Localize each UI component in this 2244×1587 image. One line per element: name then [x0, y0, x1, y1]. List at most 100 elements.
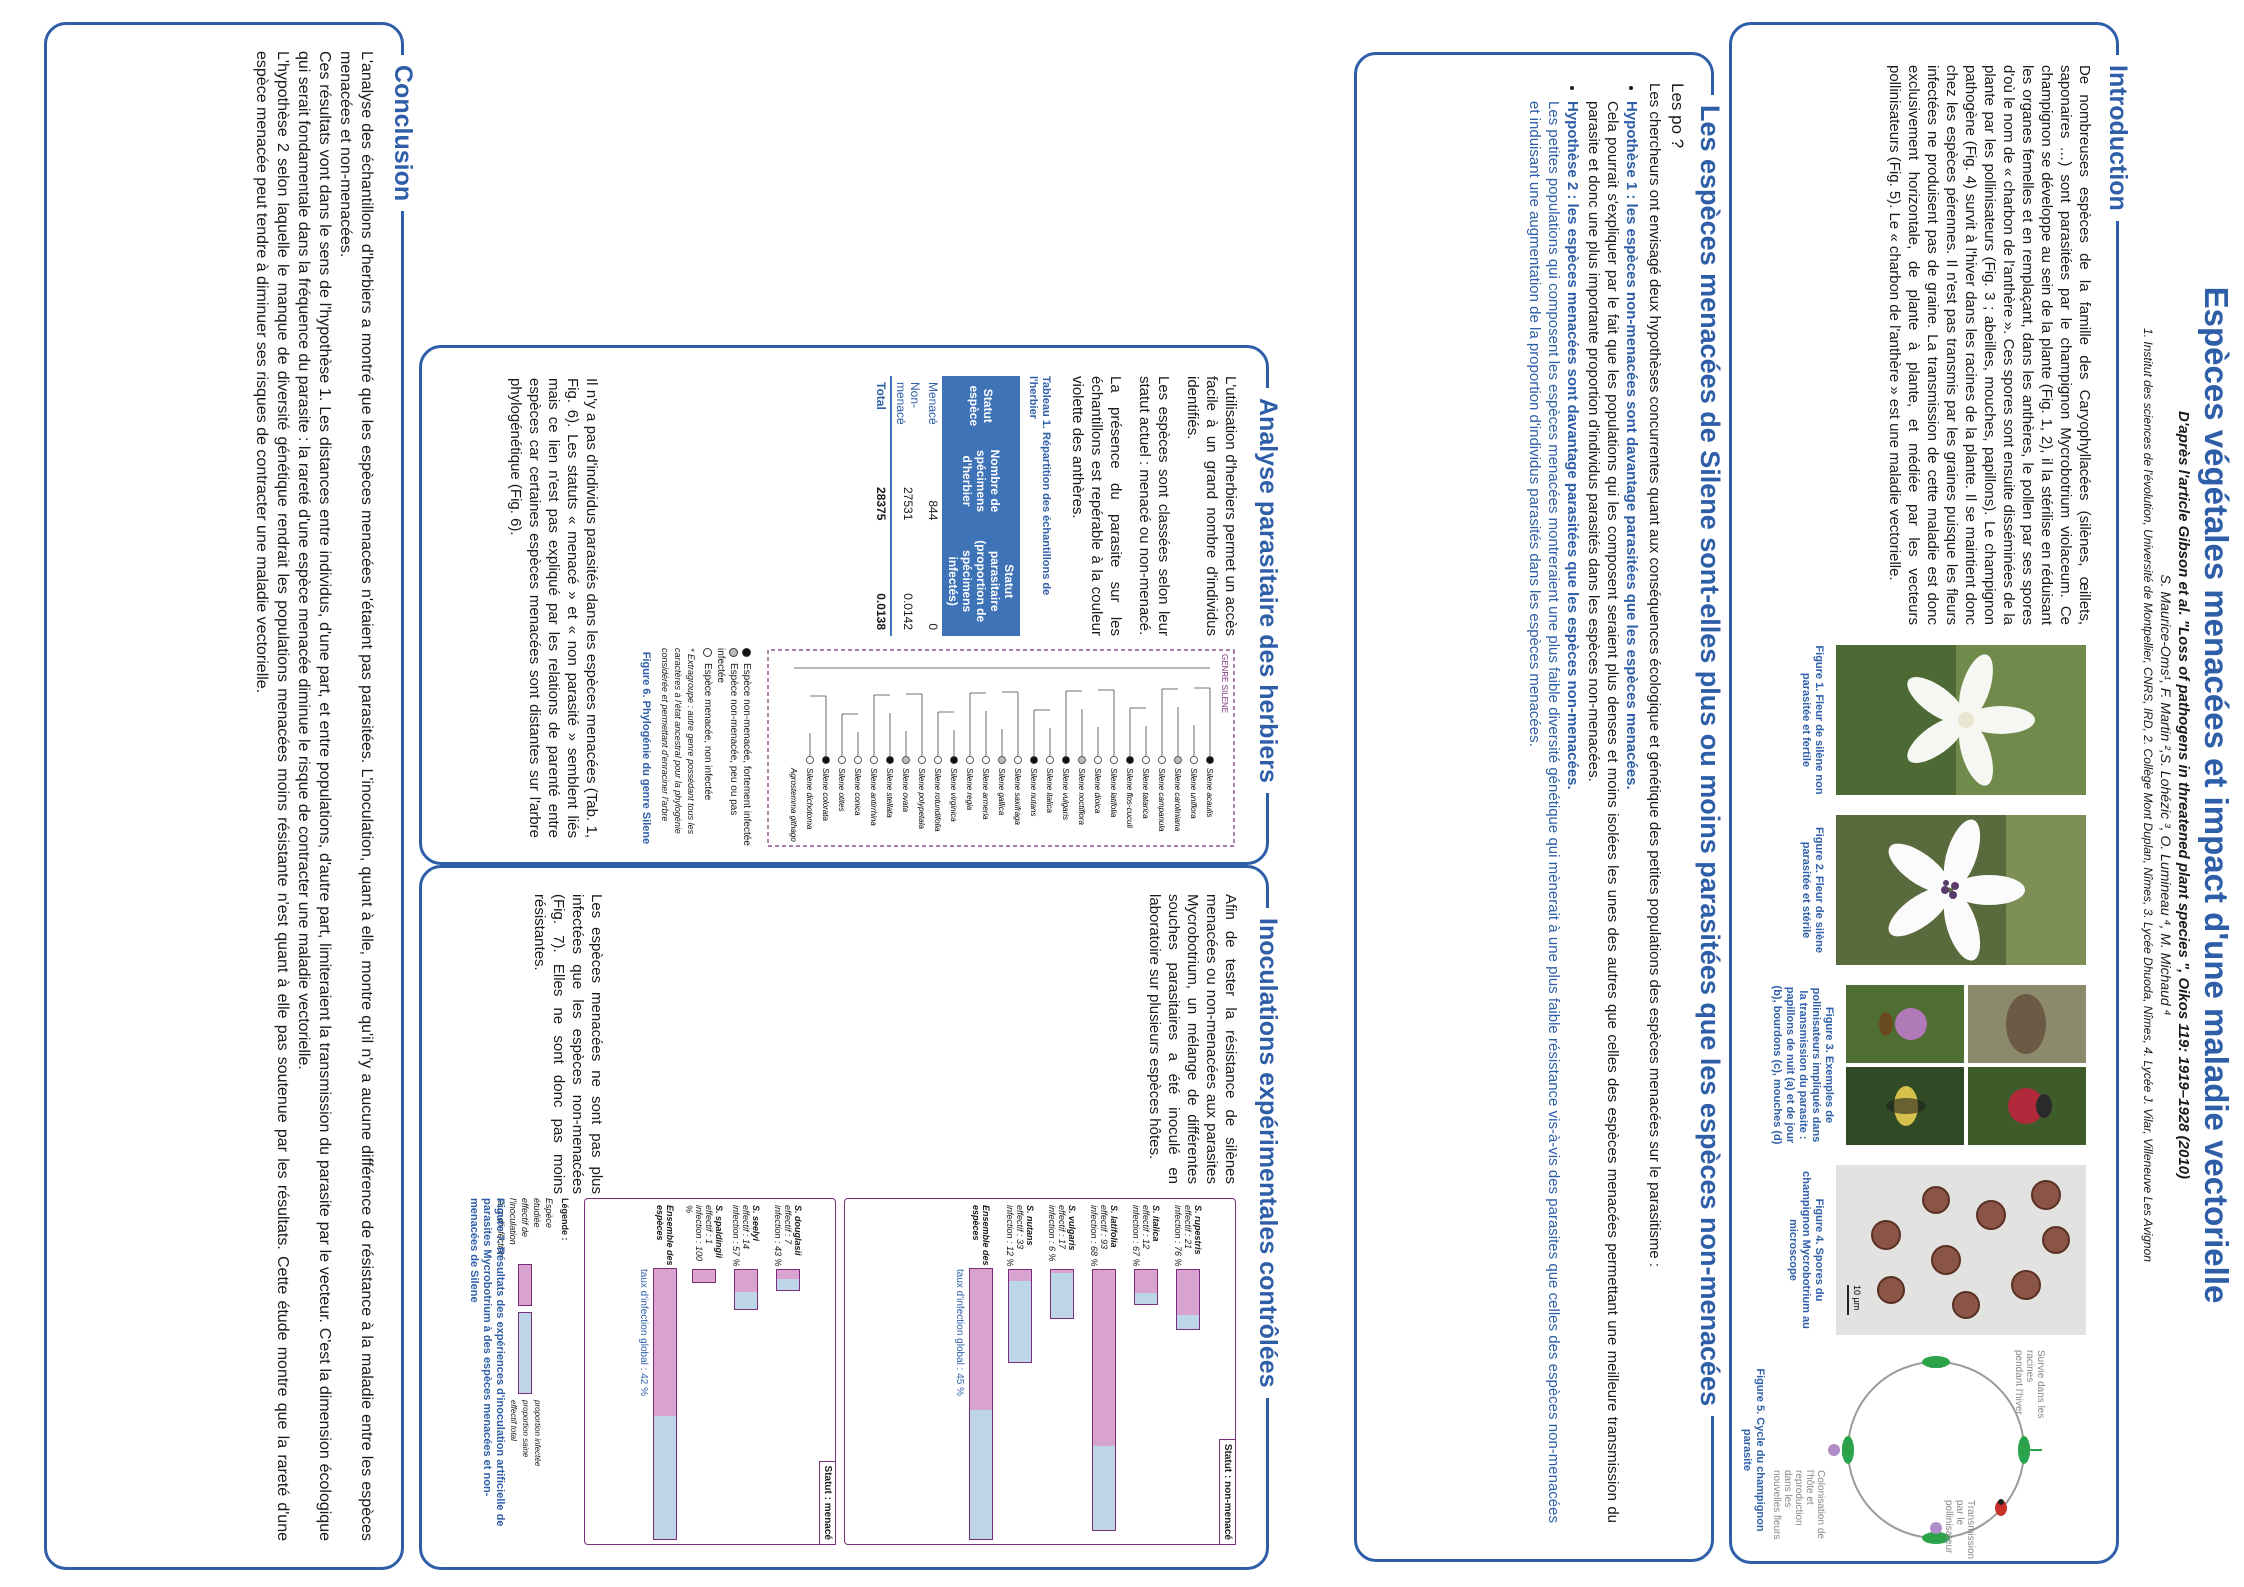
introduction-panel: Introduction De nombreuses espèces de la… — [1729, 22, 2132, 1564]
inoculation-row: S. seelyi effectif : 14 infection : 57 % — [729, 1205, 763, 1540]
inoculation-row: S. italica effectif : 12 infection : 67 % — [1129, 1205, 1163, 1540]
species-status-dot — [870, 756, 878, 764]
species-label: Silene noctiflora — [1077, 768, 1086, 825]
healthy-segment — [970, 1410, 992, 1539]
herbarium-analysis-panel: Analyse parasitaire des herbiers L'utili… — [419, 345, 1282, 865]
species-status-dot — [822, 756, 830, 764]
species-status-dot — [1046, 756, 1054, 764]
figure-4-caption: Figure 4. Spores du champignon Mycrobotr… — [1787, 1171, 1825, 1329]
authors: S. Maurice-Oms¹, F. Martin ²,S. Lohézic … — [2158, 574, 2174, 1016]
fungus-life-cycle-diagram — [1828, 1356, 2042, 1544]
hypothesis-1-title: Hypothèse 1 : les espèces non-menacées s… — [1623, 101, 1640, 790]
species-label: Silene regia — [965, 768, 974, 811]
species-label: Silene nutans — [1029, 768, 1038, 816]
inoculation-total-row: Ensemble des espèces — [653, 1205, 677, 1540]
table-cell: 28375 — [872, 435, 891, 527]
healthy-segment — [1051, 1273, 1073, 1318]
inoculation-row: S. spaldingii effectif : 1 infection : 100… — [684, 1205, 724, 1540]
table-header-row: Statut espèce Nombre de spécimens d'herb… — [942, 376, 1020, 636]
table-cell: Non-menacé — [894, 382, 922, 425]
infection-bar — [776, 1269, 800, 1291]
species-status-dot — [1062, 756, 1070, 764]
infection-bar — [1008, 1269, 1032, 1363]
species-status-dot — [1030, 756, 1038, 764]
conclusion-paragraph-3: L'hypothèse 2 selon laquelle le manque d… — [253, 51, 291, 1541]
species-label: Silene tatarica — [1141, 768, 1150, 819]
infected-segment — [1093, 1270, 1115, 1446]
healthy-segment — [1177, 1315, 1199, 1329]
analysis-intro-column: L'utilisation d'herbiers permet un accès… — [872, 376, 1240, 636]
non-threatened-rows: S. rupestris effectif : 21 infection : 76 … — [954, 1205, 1205, 1540]
genre-label: GENRE SILENE — [1220, 654, 1229, 713]
infection-bar — [1050, 1269, 1074, 1319]
analysis-paragraph-3: La présence du parasite sur les échantil… — [1069, 376, 1124, 636]
status-threatened: Statut : menacé — [819, 1460, 836, 1545]
legend-item: Espèce non-menacée, fortement infectée — [740, 648, 753, 848]
legend-proportions: proportion infectée proportion saine eff… — [509, 1400, 542, 1467]
figure-2-caption: Figure 2. Fleur de silène parasitée et s… — [1800, 827, 1825, 953]
species-status-dot — [982, 756, 990, 764]
species-status-dot — [1094, 756, 1102, 764]
legend-item: Espèce menacée, non infectée — [701, 648, 714, 848]
inoculation-panel: Inoculations expérimentales contrôlées A… — [419, 865, 1282, 1570]
species-label: Silene dichotoma — [805, 768, 814, 830]
species-label: Silene uniflora — [1189, 768, 1198, 819]
infected-segment — [1009, 1270, 1031, 1281]
inoculation-row: S. nutans effectif : 33 infection : 12 % — [1003, 1205, 1037, 1540]
empty-dot-icon — [703, 648, 713, 657]
species-status-dot — [1110, 756, 1118, 764]
table-cell: Menacé — [926, 382, 940, 425]
threatened-block: Statut : menacé S. douglasii effectif : 7… — [584, 1198, 836, 1545]
introduction-text: De nombreuses espèces de la famille des … — [1886, 65, 2093, 625]
species-status-dot — [806, 756, 814, 764]
infected-segment — [1135, 1270, 1157, 1293]
threatened-rows: S. douglasii effectif : 7 infection : 43 %… — [638, 1205, 805, 1540]
question-subtitle: Les po ? — [1668, 83, 1687, 149]
inoculation-text-1: Afin de tester la résistance de silènes … — [1146, 894, 1239, 1184]
inoculation-row: S. rupestris effectif : 21 infection : 76 … — [1171, 1205, 1205, 1540]
infected-segment — [970, 1269, 992, 1410]
global-infection-rate: taux d'infection global : 45 % — [954, 1269, 965, 1396]
inoculation-text-2: Les espèces menacées ne sont pas plus in… — [531, 894, 605, 1194]
species-label: S. latifolia effectif : 93 infection : 68 … — [1089, 1205, 1119, 1267]
species-status-dot — [1014, 756, 1022, 764]
analysis-paragraph-1: L'utilisation d'herbiers permet un accès… — [1184, 376, 1239, 636]
parasitized-flower-photo — [1836, 815, 2086, 965]
species-label: S. spaldingii effectif : 1 infection : 100… — [684, 1205, 724, 1262]
species-status-dot — [934, 756, 942, 764]
table-cell: Total — [872, 376, 891, 436]
species-label: Silene ovata — [901, 768, 910, 813]
conclusion-panel: Conclusion L'analyse des échantillons d'… — [44, 22, 417, 1570]
species-label: S. rupestris effectif : 21 infection : 76 … — [1173, 1205, 1203, 1267]
figure-2: Figure 2. Fleur de silène parasitée et s… — [1786, 815, 2086, 965]
species-label: Silene armeria — [981, 768, 990, 820]
healthy-segment — [1135, 1293, 1157, 1304]
global-infection-rate: taux d'infection global : 42 % — [638, 1269, 649, 1396]
analysis-result-text: Il n'y a pas d'individus parasités dans … — [507, 378, 600, 838]
species-label: Silene latifolia — [1109, 768, 1118, 818]
figure-7: Statut : non-menacé S. rupestris effectif… — [446, 1198, 1236, 1548]
species-status-dot — [1126, 756, 1134, 764]
species-label: Silene conica — [853, 768, 862, 816]
species-status-dot — [1158, 756, 1166, 764]
filled-dot-icon — [742, 648, 752, 657]
species-label: Silene rotundifolia — [933, 768, 942, 832]
healthy-segment — [735, 1292, 757, 1309]
species-label: Silene virginica — [949, 768, 958, 822]
hypotheses-list: Hypothèse 1 : les espèces non-menacées s… — [1525, 83, 1641, 1523]
species-label: S. nutans effectif : 33 infection : 12 % — [1005, 1205, 1035, 1267]
hypothesis-2-title: Hypothèse 2 : les espèces menacées sont … — [1564, 101, 1581, 790]
inoculation-row: S. douglasii effectif : 7 infection : 43 % — [771, 1205, 805, 1540]
infected-segment — [735, 1270, 757, 1292]
infection-bar — [692, 1269, 716, 1283]
total-infection-bar — [653, 1268, 677, 1540]
species-label: Silene dioica — [1093, 768, 1102, 814]
figure-7-caption: Figure 7. Résultats des expériences d'in… — [468, 1198, 506, 1527]
table-header: Nombre de spécimens d'herbier — [942, 435, 1020, 527]
table-1: Statut espèce Nombre de spécimens d'herb… — [872, 376, 1020, 636]
species-label: Silene saxifraga — [1013, 768, 1022, 825]
infected-swatch — [518, 1264, 532, 1306]
outgroup-label: Agrostemma githago — [789, 767, 798, 842]
species-label: S. vulgaris effectif : 17 infection : 6 % — [1047, 1205, 1077, 1262]
legend-item: Espèce non-menacée, peu ou pas infectée — [715, 648, 739, 816]
